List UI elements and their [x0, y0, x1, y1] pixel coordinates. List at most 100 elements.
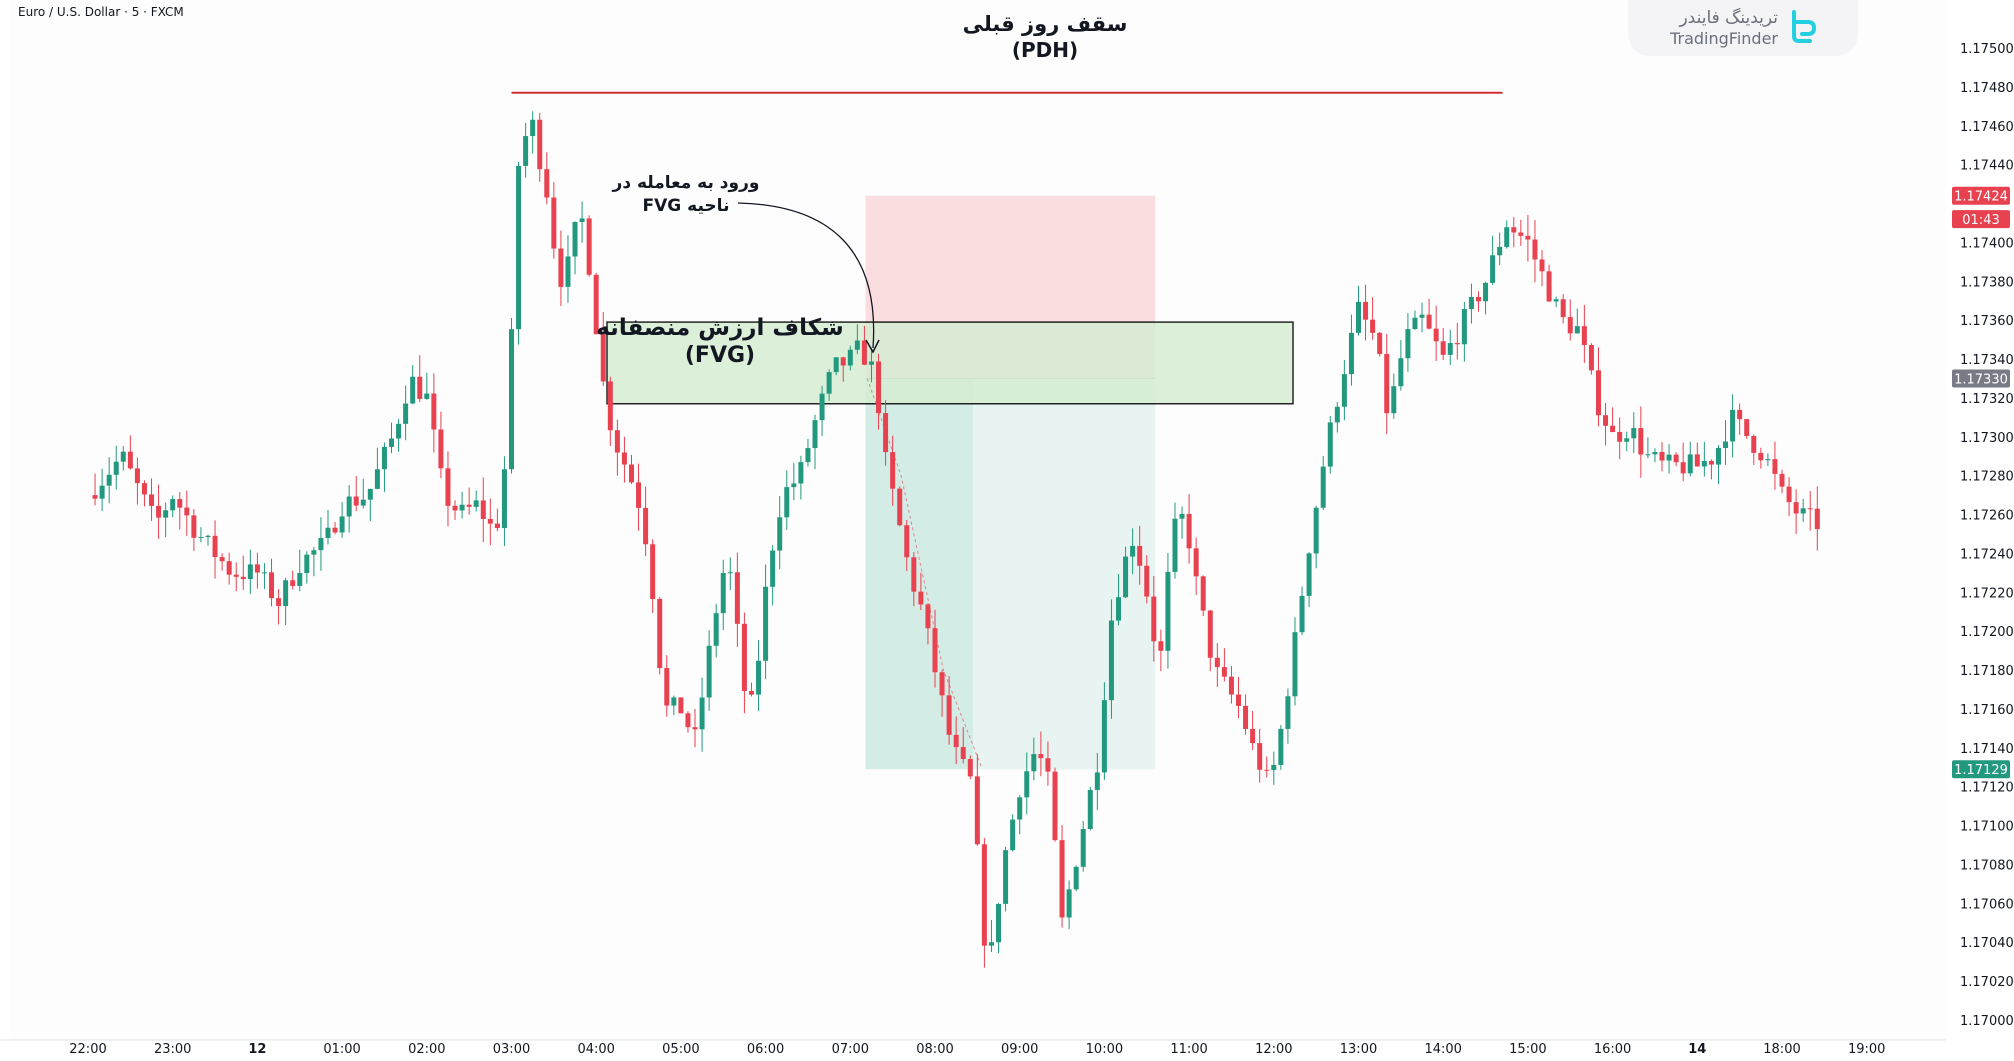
candle [219, 553, 225, 571]
candle-body [1073, 866, 1079, 890]
candle-body [1066, 889, 1072, 918]
candle [1751, 434, 1757, 465]
candle-body [868, 361, 874, 365]
candle [191, 509, 197, 551]
price-tick-label: 1.17200 [1960, 625, 2014, 640]
candle-body [960, 747, 966, 760]
candle [1264, 756, 1270, 778]
candle [720, 559, 726, 630]
candle-body [332, 527, 338, 533]
time-tick-label: 12:00 [1255, 1042, 1292, 1057]
price-tick-label: 1.17280 [1960, 470, 2014, 485]
plot-area [10, 0, 1946, 1040]
candle-body [600, 334, 606, 382]
candle [431, 373, 437, 453]
candle-body [798, 462, 804, 484]
candle [1737, 403, 1743, 435]
candle [1038, 731, 1044, 777]
candle [1384, 334, 1390, 435]
candle [1638, 406, 1644, 478]
candle-body [530, 119, 536, 137]
candle [1807, 491, 1813, 531]
candle [833, 357, 839, 376]
candle [854, 324, 860, 354]
price-tick-label: 1.17020 [1960, 975, 2014, 990]
candle-body [141, 483, 147, 495]
candle-body [1504, 227, 1510, 247]
candle-body [1638, 428, 1644, 455]
candle-body [720, 573, 726, 614]
candle-body [1532, 239, 1538, 260]
candle-body [276, 598, 282, 606]
candle-body [1377, 332, 1383, 354]
candle-body [374, 469, 380, 489]
time-tick-label: 13:00 [1340, 1042, 1377, 1057]
candle-body [911, 557, 917, 592]
candle-body [1003, 850, 1009, 904]
candle-body [1475, 296, 1481, 302]
candle [607, 376, 613, 446]
price-tick-label: 1.17400 [1960, 236, 2014, 251]
candle-body [1363, 301, 1369, 320]
candle-body [1807, 508, 1813, 510]
candle [424, 372, 430, 400]
candle [1257, 728, 1263, 783]
candle-body [1221, 667, 1227, 677]
candle [840, 356, 846, 382]
candle [1193, 537, 1199, 595]
candle [240, 555, 246, 590]
candle-body [304, 554, 310, 574]
candle [1108, 599, 1114, 719]
candle [579, 201, 585, 243]
candle [1370, 297, 1376, 340]
candle [1066, 880, 1072, 930]
candle-body [1271, 764, 1277, 771]
candle [678, 697, 684, 714]
time-tick-label: 06:00 [747, 1042, 784, 1057]
candle-body [1024, 771, 1030, 798]
candle [770, 544, 776, 606]
candle [141, 480, 147, 507]
candle-body [156, 505, 162, 518]
candle-body [480, 500, 486, 519]
candle-body [1673, 454, 1679, 463]
candle [946, 676, 952, 745]
candle [1327, 415, 1333, 474]
candle [692, 709, 698, 748]
candle-body [1144, 565, 1150, 597]
candle [586, 215, 592, 277]
candle [1334, 402, 1340, 433]
candle [1101, 682, 1107, 780]
candle-body [1581, 326, 1587, 345]
candle-body [1334, 406, 1340, 423]
candle [290, 570, 296, 590]
candle [1228, 665, 1234, 704]
candle-body [1384, 353, 1390, 414]
price-badge-bg [1952, 186, 2010, 205]
candle-body [1553, 299, 1559, 302]
candle-body [1052, 771, 1058, 841]
candle [1687, 441, 1693, 477]
candle-body [1080, 829, 1086, 867]
candle-body [777, 517, 783, 551]
candle-body [1793, 502, 1799, 514]
candle [339, 502, 345, 538]
candle-body [1017, 797, 1023, 820]
chart-overlays: سقف روز قبلی(PDH) ورود به معامله در ناحیه … [18, 5, 1503, 768]
candle-body [177, 499, 183, 508]
candle [99, 468, 105, 512]
candle-body [1172, 518, 1178, 572]
candle [410, 365, 416, 405]
candle [699, 677, 705, 752]
candle-body [1525, 235, 1531, 240]
candle [904, 519, 910, 571]
candle [1694, 442, 1700, 467]
candle-body [685, 713, 691, 728]
candle [1715, 444, 1721, 485]
time-tick-label: 02:00 [408, 1042, 445, 1057]
candle-body [501, 469, 507, 529]
candle [734, 552, 740, 647]
candle [876, 353, 882, 430]
candle-body [1341, 374, 1347, 407]
candle-body [367, 488, 373, 500]
